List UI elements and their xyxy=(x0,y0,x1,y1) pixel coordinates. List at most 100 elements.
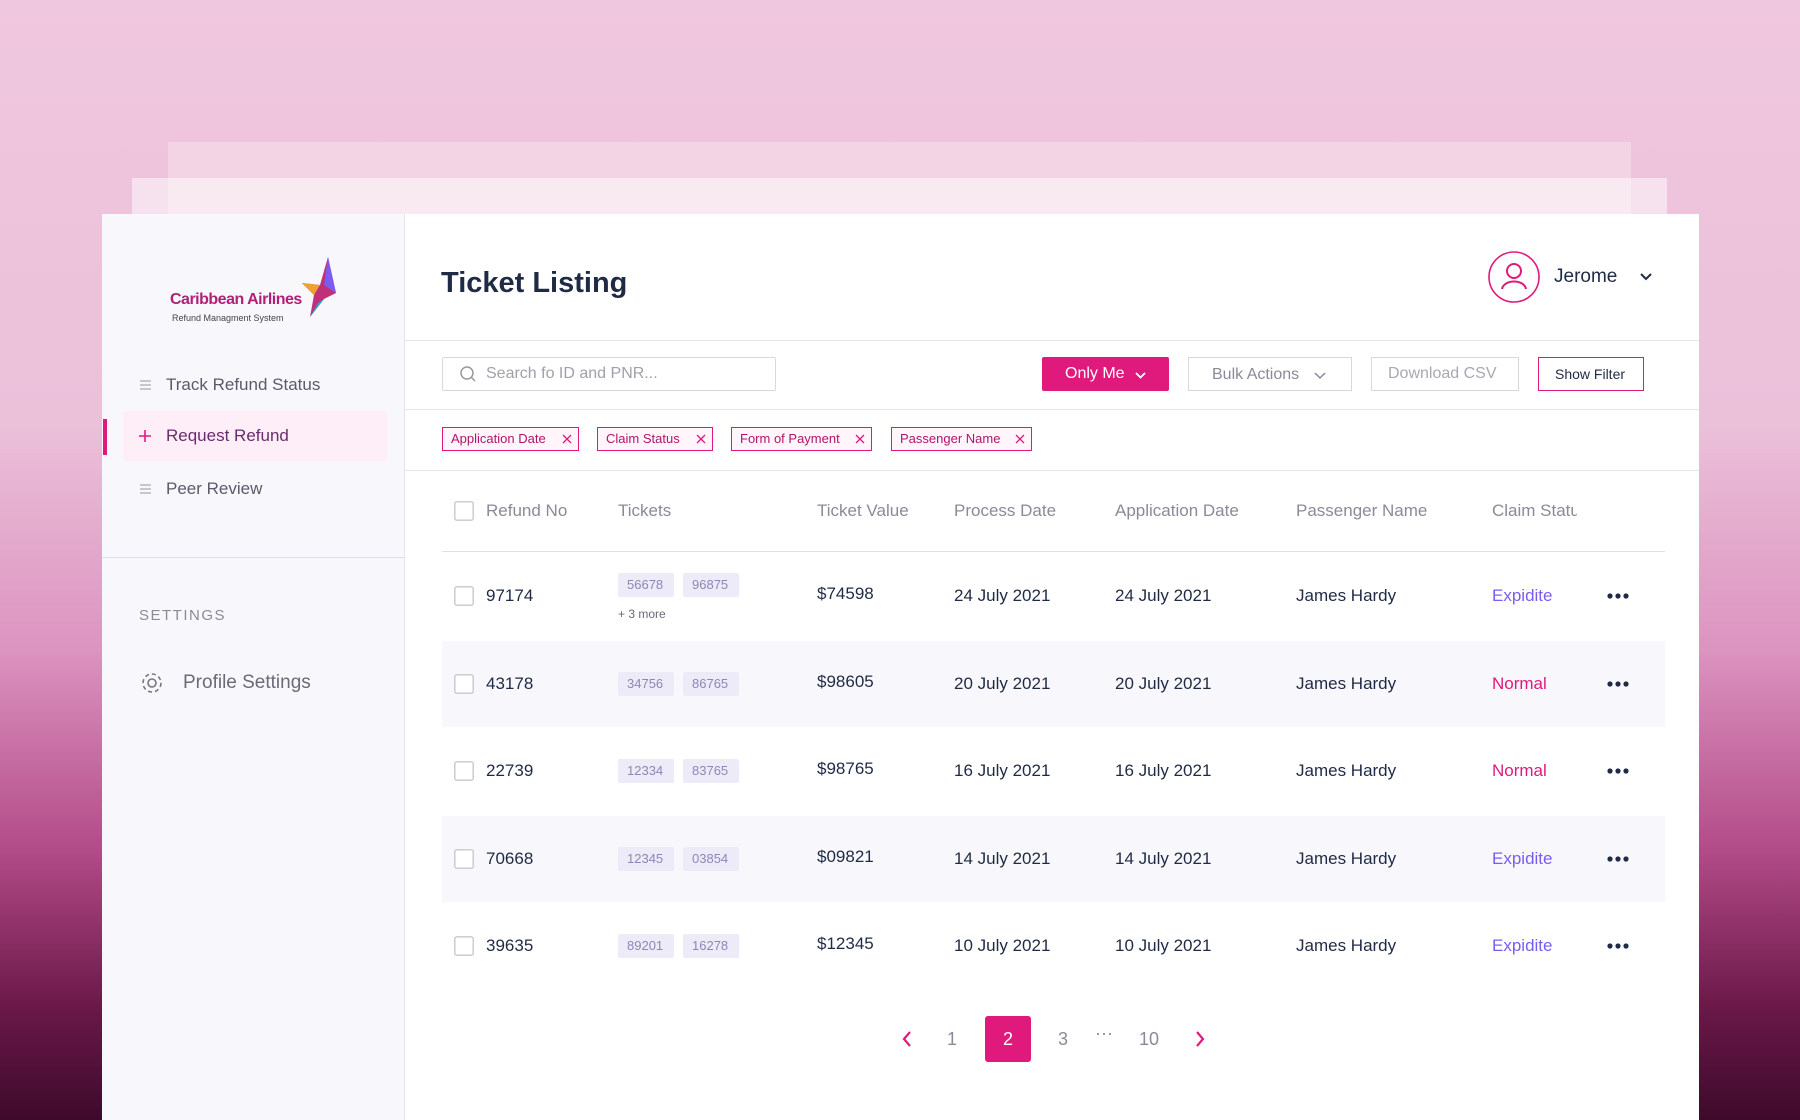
nav-item[interactable]: Request Refund xyxy=(166,426,289,445)
row-checkbox[interactable] xyxy=(454,936,474,956)
row-actions[interactable] xyxy=(1607,855,1629,862)
next-page[interactable] xyxy=(1195,1031,1205,1047)
filter-chip-remove-part xyxy=(696,434,706,444)
filter-chip-remove[interactable] xyxy=(696,434,706,444)
filter-chip-remove-part xyxy=(855,434,865,444)
page-item[interactable]: 3 xyxy=(1057,1029,1068,1049)
only-me-button[interactable] xyxy=(1042,357,1169,391)
passenger-name: James Hardy xyxy=(1296,936,1397,955)
row-actions-part xyxy=(1607,680,1613,687)
row-actions-part xyxy=(1615,680,1621,687)
row-checkbox-part xyxy=(454,936,474,956)
passenger-name: James Hardy xyxy=(1296,586,1397,605)
avatar[interactable] xyxy=(1488,251,1540,303)
refund-no: 39635 xyxy=(486,936,534,955)
ticket-chip xyxy=(683,573,739,597)
ticket-chip-label: 89201 xyxy=(627,938,664,953)
process-date: 16 July 2021 xyxy=(954,761,1051,780)
page-item[interactable]: 1 xyxy=(946,1029,957,1049)
row-actions-part xyxy=(1607,768,1613,774)
plus-icon-part xyxy=(139,430,151,442)
row-checkbox-part xyxy=(454,848,474,869)
nav-item[interactable]: Peer Review xyxy=(166,479,263,498)
download-csv-label: Download CSV xyxy=(1388,365,1497,382)
ticket-value: $09821 xyxy=(817,846,874,866)
application-date: 16 July 2021 xyxy=(1115,761,1212,780)
row-actions[interactable] xyxy=(1607,768,1629,774)
gear-icon-part xyxy=(147,678,157,688)
row-checkbox[interactable] xyxy=(454,761,474,781)
ticket-value: $74598 xyxy=(817,584,874,603)
ticket-value: $12345 xyxy=(817,934,874,953)
row-checkbox[interactable] xyxy=(454,673,474,694)
row-checkbox[interactable] xyxy=(454,848,474,869)
select-all-checkbox[interactable] xyxy=(454,501,474,521)
ticket-chip-label: 56678 xyxy=(627,577,664,592)
search-icon-part xyxy=(460,366,474,380)
application-date: 10 July 2021 xyxy=(1115,936,1212,955)
row-actions[interactable] xyxy=(1607,943,1629,949)
toolbar-divider xyxy=(404,409,1699,410)
process-date: 14 July 2021 xyxy=(954,848,1051,868)
row-checkbox-part xyxy=(454,586,474,606)
nav-item[interactable]: Track Refund Status xyxy=(166,375,321,394)
row-actions[interactable] xyxy=(1607,680,1629,687)
search-icon-part xyxy=(470,376,476,382)
only-me-label: Only Me xyxy=(1065,365,1125,382)
user-chevron[interactable] xyxy=(1640,273,1652,281)
page-title: Ticket Listing xyxy=(441,267,628,299)
search-icon xyxy=(460,366,476,382)
sidebar-divider xyxy=(102,557,404,558)
ticket-chip xyxy=(683,671,739,696)
filter-chip-label: Passenger Name xyxy=(900,431,1001,446)
bulk-actions-button[interactable] xyxy=(1188,357,1352,391)
gear-icon xyxy=(142,673,162,693)
row-actions-part xyxy=(1607,593,1613,599)
passenger-name: James Hardy xyxy=(1296,673,1397,693)
page-item[interactable]: 10 xyxy=(1138,1029,1160,1049)
row-actions[interactable] xyxy=(1607,593,1629,599)
filter-divider xyxy=(404,470,1699,471)
bulk-chevron xyxy=(1314,372,1326,380)
filter-chip[interactable] xyxy=(442,427,579,451)
filter-chip-remove[interactable] xyxy=(562,434,572,444)
only-me-chevron xyxy=(1135,372,1146,379)
prev-page[interactable] xyxy=(902,1031,912,1047)
list-icon xyxy=(140,484,151,494)
ticket-chip xyxy=(618,934,674,958)
only-me-chevron-part xyxy=(1135,372,1146,379)
filter-chip[interactable] xyxy=(731,427,872,451)
bulk-actions-label: Bulk Actions xyxy=(1212,366,1300,383)
row-checkbox-part xyxy=(454,761,474,781)
show-filter-button[interactable] xyxy=(1538,357,1644,391)
sidebar xyxy=(102,214,405,1120)
filter-chip[interactable] xyxy=(597,427,713,451)
page-item[interactable]: ··· xyxy=(1095,1023,1113,1043)
ticket-chip xyxy=(683,934,739,958)
bulk-chevron-part xyxy=(1314,372,1326,380)
filter-chip-remove[interactable] xyxy=(1015,434,1025,444)
download-csv-button[interactable] xyxy=(1371,357,1519,391)
logo-bird-part xyxy=(302,283,320,295)
user-chevron-part xyxy=(1640,273,1652,281)
row-actions-part xyxy=(1607,943,1613,949)
search-box[interactable] xyxy=(442,357,776,391)
profile-settings[interactable]: Profile Settings xyxy=(183,672,311,693)
active-page-bg xyxy=(985,1016,1031,1062)
filter-chip-remove[interactable] xyxy=(855,434,865,444)
ticket-chip xyxy=(618,846,674,871)
ticket-chip-label: 12345 xyxy=(627,850,664,866)
nav-active-bar xyxy=(103,419,107,455)
passenger-name: James Hardy xyxy=(1296,848,1397,868)
ticket-chip-label: 03854 xyxy=(692,850,729,866)
filter-chip-label: Form of Payment xyxy=(740,431,840,446)
show-filter-label: Show Filter xyxy=(1555,366,1626,382)
ticket-chip-label: 12334 xyxy=(627,763,664,778)
refund-no: 22739 xyxy=(486,761,534,780)
search-placeholder: Search fo ID and PNR... xyxy=(486,365,658,382)
list-icon-part xyxy=(140,380,151,390)
filter-chip[interactable] xyxy=(891,427,1032,451)
user-name: Jerome xyxy=(1554,266,1618,287)
row-checkbox[interactable] xyxy=(454,586,474,606)
page-item[interactable]: 2 xyxy=(1002,1029,1013,1049)
